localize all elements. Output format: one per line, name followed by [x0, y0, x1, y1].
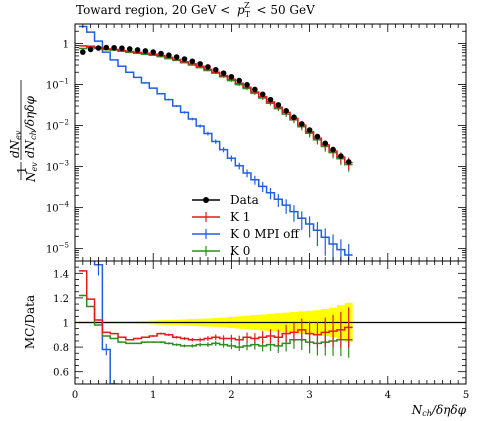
- data-point-31: [322, 140, 329, 147]
- y-tick-label: 10−1: [46, 78, 69, 92]
- data-point-0: [80, 49, 86, 55]
- data-point-15: [197, 61, 203, 67]
- data-point-11: [166, 52, 172, 59]
- chart-title: Toward region, 20 GeV < pTZ < 50 GeV: [76, 0, 315, 19]
- data-point-17: [212, 66, 219, 73]
- y-tick-label: 10−2: [46, 119, 69, 133]
- data-point-16: [205, 64, 211, 70]
- data-point-12: [173, 54, 180, 60]
- data-point-6: [126, 46, 133, 52]
- x-tick-label-0: 0: [72, 390, 78, 401]
- data-point-30: [314, 133, 321, 140]
- data-point-23: [259, 91, 266, 98]
- data-point-2: [95, 45, 102, 51]
- data-point-4: [111, 44, 117, 51]
- y-tick-label: 10−5: [46, 242, 69, 256]
- data-point-29: [306, 127, 313, 133]
- data-point-22: [252, 86, 258, 93]
- ratio-y-tick-label: 1: [63, 319, 69, 330]
- data-point-24: [267, 96, 274, 103]
- data-point-21: [244, 81, 250, 88]
- ratio-y-tick-label: 1.2: [53, 294, 69, 305]
- main-frame: [74, 23, 467, 262]
- ratio-y-tick-label: 1.4: [53, 269, 69, 280]
- legend: Data K 1 K 0 MPI off K 0: [192, 193, 300, 258]
- ratio-panel: 0 1 2 3 4 5 1.4 1.2 1 0.8 0.6: [53, 260, 469, 401]
- data-point-14: [189, 58, 196, 65]
- x-tick-label-4: 4: [385, 390, 391, 401]
- x-tick-label-1: 1: [150, 390, 156, 401]
- data-point-7: [134, 47, 141, 53]
- x-tick-label-2: 2: [228, 390, 234, 401]
- data-point-27: [291, 114, 297, 121]
- svg-text:Nev: Nev: [24, 162, 39, 183]
- y-tick-label: 10−3: [46, 160, 69, 174]
- legend-label-1: K 1: [230, 210, 250, 224]
- data-point-25: [275, 102, 282, 108]
- data-point-9: [150, 49, 156, 55]
- data-point-34: [345, 159, 352, 165]
- legend-label-3: K 0: [230, 244, 250, 258]
- data-point-19: [228, 73, 235, 80]
- svg-text:dNev: dNev: [8, 130, 23, 158]
- data-point-10: [158, 50, 164, 57]
- data-point-18: [220, 70, 227, 76]
- data-point-33: [338, 153, 344, 159]
- legend-label-2: K 0 MPI off: [230, 227, 300, 241]
- ratio-y-tick-label: 0.8: [53, 343, 69, 354]
- data-point-5: [119, 45, 125, 52]
- data-point-8: [142, 48, 149, 54]
- legend-marker-0: [203, 197, 209, 203]
- legend-label-0: Data: [230, 193, 259, 207]
- y-axis-label-main: 1 Nev dNev dNch/δηδφ: [8, 80, 39, 183]
- data-point-32: [330, 146, 336, 153]
- ratio-k-0-mpi-off-line: [93, 261, 119, 384]
- x-axis-label: Nch/δηδφ: [411, 403, 467, 418]
- svg-text:dNch/δηδφ: dNch/δηδφ: [23, 95, 38, 158]
- x-tick-label-3: 3: [306, 390, 312, 401]
- y-tick-label: 10−4: [46, 201, 70, 215]
- series-k-0-line: [78, 46, 353, 166]
- data-point-28: [298, 121, 305, 127]
- svg-text:1: 1: [15, 166, 29, 174]
- ratio-y-tick-label: 0.6: [53, 368, 69, 379]
- main-panel: 1 10−1 10−2 10−3 10−4 10−5: [46, 23, 467, 262]
- data-point-3: [103, 44, 110, 51]
- data-point-20: [236, 77, 243, 84]
- data-point-1: [87, 46, 94, 53]
- y-tick-label: 1: [63, 40, 69, 51]
- x-tick-label-5: 5: [463, 390, 469, 401]
- ratio-k-0-line: [78, 294, 353, 348]
- y-axis-label-ratio: MC/Data: [23, 295, 37, 349]
- series-k-1-line: [78, 45, 353, 164]
- data-point-13: [181, 56, 188, 62]
- data-point-26: [283, 107, 289, 114]
